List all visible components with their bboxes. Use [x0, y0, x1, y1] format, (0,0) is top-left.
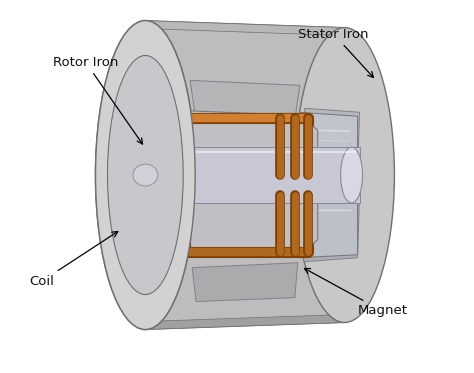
Polygon shape [304, 194, 360, 262]
Ellipse shape [158, 101, 192, 249]
Ellipse shape [295, 28, 394, 323]
Ellipse shape [133, 164, 158, 186]
Polygon shape [120, 147, 360, 203]
Polygon shape [146, 314, 345, 329]
Polygon shape [158, 110, 318, 258]
Polygon shape [190, 81, 300, 120]
Ellipse shape [341, 147, 363, 203]
Ellipse shape [112, 89, 172, 182]
Ellipse shape [117, 89, 176, 182]
Polygon shape [146, 21, 345, 35]
Text: Magnet: Magnet [304, 269, 408, 317]
Polygon shape [146, 21, 345, 329]
Text: Stator Iron: Stator Iron [299, 28, 374, 78]
Ellipse shape [96, 21, 195, 329]
Ellipse shape [114, 89, 174, 182]
Text: Coil: Coil [29, 232, 118, 288]
Polygon shape [300, 112, 357, 175]
Ellipse shape [118, 89, 178, 182]
Ellipse shape [109, 56, 182, 294]
Polygon shape [300, 192, 357, 258]
Ellipse shape [119, 147, 141, 203]
Ellipse shape [108, 56, 183, 295]
Text: Rotor Iron: Rotor Iron [53, 56, 143, 144]
Ellipse shape [96, 21, 195, 329]
Ellipse shape [108, 56, 183, 295]
Polygon shape [192, 263, 298, 301]
Polygon shape [304, 108, 360, 175]
